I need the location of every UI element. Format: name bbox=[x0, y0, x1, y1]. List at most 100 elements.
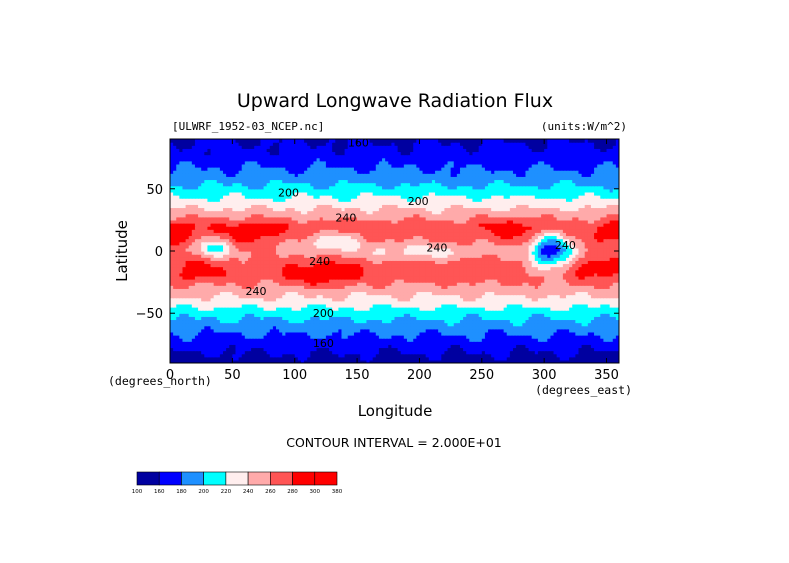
field-cell bbox=[491, 313, 495, 317]
field-cell bbox=[210, 322, 215, 327]
field-cell bbox=[472, 263, 477, 268]
field-cell bbox=[394, 257, 399, 261]
field-cell bbox=[603, 266, 608, 271]
field-cell bbox=[385, 341, 389, 345]
field-cell bbox=[416, 331, 421, 336]
field-cell bbox=[450, 269, 455, 274]
field-cell bbox=[347, 260, 352, 265]
field-cell bbox=[191, 319, 196, 324]
field-cell bbox=[229, 359, 233, 363]
field-cell bbox=[210, 316, 215, 321]
field-cell bbox=[366, 275, 371, 280]
field-cell bbox=[425, 269, 430, 274]
field-cell bbox=[506, 338, 511, 342]
field-cell bbox=[522, 269, 527, 274]
field-cell bbox=[459, 335, 464, 339]
field-cell bbox=[603, 291, 608, 296]
field-cell bbox=[285, 335, 290, 339]
field-cell bbox=[247, 328, 252, 333]
field-cell bbox=[503, 294, 508, 299]
field-cell bbox=[198, 331, 202, 336]
field-cell bbox=[503, 260, 508, 265]
field-cell bbox=[378, 322, 383, 327]
field-cell bbox=[463, 344, 467, 349]
field-cell bbox=[385, 307, 389, 311]
field-cell bbox=[441, 254, 445, 258]
field-cell bbox=[587, 341, 592, 345]
field-cell bbox=[257, 319, 262, 324]
field-cell bbox=[413, 344, 417, 349]
field-cell bbox=[413, 297, 417, 302]
field-cell bbox=[603, 322, 608, 327]
field-cell bbox=[210, 260, 215, 265]
field-cell bbox=[388, 359, 392, 363]
field-cell bbox=[300, 266, 305, 271]
field-cell bbox=[594, 291, 598, 296]
field-cell bbox=[575, 341, 580, 345]
field-cell bbox=[413, 359, 417, 363]
field-cell bbox=[338, 272, 343, 277]
field-cell bbox=[360, 300, 364, 305]
field-cell bbox=[369, 303, 374, 308]
field-cell bbox=[553, 285, 558, 289]
field-cell bbox=[565, 344, 570, 349]
field-cell bbox=[297, 316, 302, 321]
field-cell bbox=[216, 285, 221, 289]
field-cell bbox=[391, 356, 396, 361]
field-cell bbox=[572, 335, 576, 339]
field-cell bbox=[322, 300, 327, 305]
field-cell bbox=[332, 341, 336, 345]
field-cell bbox=[556, 359, 561, 363]
field-cell bbox=[300, 285, 305, 289]
field-cell bbox=[291, 294, 296, 299]
field-cell bbox=[615, 344, 619, 349]
field-cell bbox=[257, 282, 262, 286]
field-cell bbox=[369, 359, 374, 363]
field-cell bbox=[335, 335, 339, 339]
field-cell bbox=[378, 275, 383, 280]
field-cell bbox=[587, 272, 592, 277]
field-cell bbox=[534, 347, 539, 352]
field-cell bbox=[313, 335, 318, 339]
field-cell bbox=[615, 341, 619, 345]
field-cell bbox=[229, 263, 233, 268]
field-cell bbox=[466, 316, 470, 321]
field-cell bbox=[375, 300, 380, 305]
field-cell bbox=[403, 356, 408, 361]
field-cell bbox=[447, 328, 452, 333]
field-cell bbox=[522, 347, 527, 352]
field-cell bbox=[550, 322, 555, 327]
field-cell bbox=[329, 359, 333, 363]
field-cell bbox=[428, 356, 433, 361]
field-cell bbox=[550, 282, 555, 286]
field-cell bbox=[497, 297, 502, 302]
field-cell bbox=[235, 288, 240, 293]
field-cell bbox=[469, 350, 474, 355]
field-cell bbox=[357, 350, 361, 355]
field-cell bbox=[216, 297, 221, 302]
field-cell bbox=[463, 254, 467, 258]
field-cell bbox=[562, 347, 567, 352]
field-cell bbox=[541, 356, 545, 361]
field-cell bbox=[170, 307, 174, 311]
field-cell bbox=[223, 275, 227, 280]
field-cell bbox=[450, 322, 455, 327]
field-cell bbox=[182, 303, 187, 308]
field-cell bbox=[463, 279, 467, 283]
field-cell bbox=[226, 356, 230, 361]
field-cell bbox=[506, 331, 511, 336]
field-cell bbox=[590, 297, 595, 302]
field-cell bbox=[447, 307, 452, 311]
field-cell bbox=[488, 335, 492, 339]
field-cell bbox=[391, 288, 396, 293]
field-cell bbox=[528, 294, 533, 299]
field-cell bbox=[288, 260, 293, 265]
field-cell bbox=[244, 294, 249, 299]
field-cell bbox=[406, 269, 411, 274]
field-cell bbox=[425, 254, 430, 258]
field-cell bbox=[466, 350, 470, 355]
field-cell bbox=[204, 307, 209, 311]
field-cell bbox=[382, 350, 386, 355]
field-cell bbox=[603, 297, 608, 302]
field-cell bbox=[609, 310, 614, 314]
